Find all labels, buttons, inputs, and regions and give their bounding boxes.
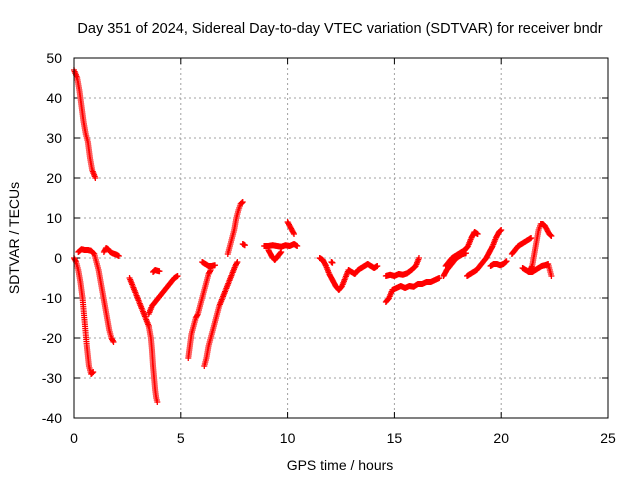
data-point	[436, 275, 443, 281]
data-point	[528, 235, 535, 241]
y-tick-label: 0	[54, 250, 62, 266]
y-tick-label: -30	[42, 370, 62, 386]
data-point	[329, 259, 336, 266]
y-tick-label: 20	[46, 170, 62, 186]
y-tick-label: -10	[42, 290, 62, 306]
x-tick-label: 15	[387, 430, 403, 446]
x-tick-label: 10	[280, 430, 296, 446]
data-point	[278, 249, 285, 255]
data-point	[72, 257, 79, 264]
data-point	[290, 229, 297, 236]
data-point	[211, 262, 218, 269]
data-point	[92, 175, 99, 181]
x-tick-label: 20	[493, 430, 509, 446]
y-tick-label: -20	[42, 330, 62, 346]
data-point	[89, 369, 96, 376]
data-point	[548, 233, 555, 239]
x-tick-label: 5	[177, 430, 185, 446]
data-point	[174, 273, 181, 279]
data-point	[498, 227, 505, 233]
y-tick-label: 30	[46, 130, 62, 146]
data-point	[194, 312, 201, 319]
data-point	[234, 259, 241, 265]
data-point	[109, 337, 116, 344]
data-point	[154, 399, 161, 405]
data-point	[239, 199, 246, 205]
data-point	[294, 243, 301, 249]
data-point	[374, 263, 381, 269]
y-tick-label: 50	[46, 50, 62, 66]
data-point	[474, 231, 481, 237]
data-point	[110, 339, 117, 345]
x-tick-label: 0	[70, 430, 78, 446]
data-point	[115, 253, 122, 259]
tick-labels: 0 5 10 15 20 25 -40 -30 -20 -10 0 10 20 30 40 50	[42, 50, 616, 446]
data-point	[233, 260, 240, 267]
data-point	[547, 232, 554, 239]
plot-frame	[73, 57, 609, 419]
data-point	[548, 273, 555, 279]
data-point	[239, 199, 246, 206]
data-point	[241, 242, 248, 249]
data-point	[497, 227, 504, 234]
y-tick-label: 10	[46, 210, 62, 226]
data-point	[206, 268, 213, 275]
x-axis-label: GPS time / hours	[287, 457, 394, 473]
x-tick-label: 25	[600, 430, 616, 446]
y-tick-label: -40	[42, 410, 62, 426]
data-markers	[71, 67, 555, 405]
data-point	[156, 268, 163, 275]
data-point	[291, 231, 298, 237]
data-point	[90, 369, 97, 375]
y-tick-label: 40	[46, 90, 62, 106]
y-axis-label: SDTVAR / TECUs	[6, 182, 22, 294]
grid-lines	[74, 58, 608, 418]
data-point	[415, 255, 422, 261]
data-point	[503, 258, 510, 265]
chart-title: Day 351 of 2024, Sidereal Day-to-day VTE…	[77, 21, 602, 37]
